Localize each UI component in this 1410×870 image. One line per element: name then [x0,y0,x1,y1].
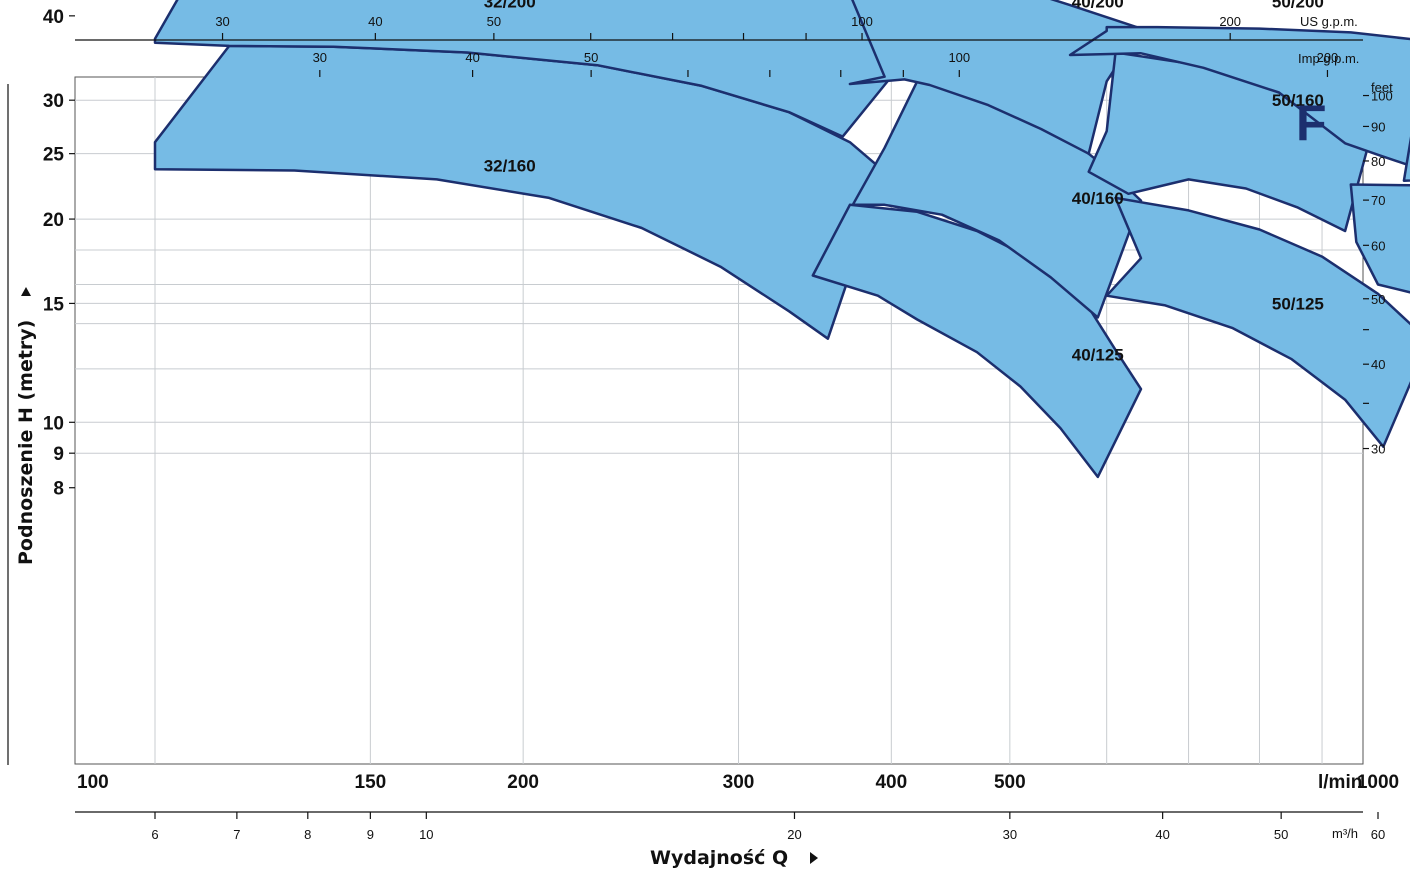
pump-label-32-200: 32/200 [484,0,536,12]
pump-label-50-160: 50/160 [1272,91,1324,110]
y-tick-label-m: 20 [43,210,64,231]
y-tick-label-m: 25 [43,145,65,166]
x-tick-label-m3h: 60 [1371,827,1385,842]
pump-region-50-200 [1068,25,1410,167]
axes: 1001502003004005001000150020003000400050… [7,7,1399,842]
y-axis-title: Podnoszenie H (metry) [15,320,37,565]
y-tick-label-feet: 30 [1371,442,1385,457]
pump-region-50-125 [1105,196,1410,448]
pump-label-32-160: 32/160 [484,157,536,176]
x-unit-lmin: l/min [1318,772,1362,793]
x-tick-label-lmin: 500 [994,772,1026,793]
x-tick-label-m3h: 7 [233,827,240,842]
x-tick-label-m3h: 40 [1155,827,1169,842]
x-tick-label-lmin: 200 [507,772,539,793]
pump-region-65-160 [1402,136,1410,182]
x-tick-label-m3h: 9 [367,827,374,842]
pump-regions [153,0,1410,479]
x-tick-label-imp: 30 [313,50,327,65]
pump-label-40-125: 40/125 [1072,346,1124,365]
x-unit-us-gpm: US g.p.m. [1300,14,1358,29]
pump-label-40-160: 40/160 [1072,189,1124,208]
x-tick-label-m3h: 10 [419,827,433,842]
x-tick-label-imp: 40 [465,50,479,65]
x-tick-label-us: 40 [368,14,382,29]
y-unit-feet: feet [1371,80,1393,95]
x-tick-label-us: 100 [851,14,873,29]
y-tick-label-feet: 50 [1371,292,1385,307]
pump-region-40-200 [848,0,1143,155]
x-tick-label-m3h: 50 [1274,827,1288,842]
x-tick-label-us: 30 [215,14,229,29]
x-tick-label-lmin: 100 [77,772,109,793]
y-tick-label-m: 15 [43,294,65,315]
x-axis-title: Wydajność Q [650,847,788,869]
x-axis-arrow-icon [810,852,818,864]
y-tick-label-m: 40 [43,7,64,28]
x-tick-label-m3h: 20 [787,827,801,842]
y-tick-label-m: 9 [53,444,64,465]
y-axis-arrow-icon [21,287,31,296]
x-unit-imp-gpm: Imp g.p.m. [1298,51,1359,66]
y-tick-label-feet: 90 [1371,119,1385,134]
pump-labels: 32/16032/20032/25040/12540/16040/20040/2… [484,0,1324,365]
pump-label-50-200: 50/200 [1272,0,1324,12]
x-tick-label-m3h: 6 [151,827,158,842]
x-tick-label-lmin: 300 [723,772,755,793]
x-tick-label-imp: 50 [584,50,598,65]
x-tick-label-lmin: 150 [355,772,387,793]
y-tick-label-m: 8 [53,479,64,500]
x-tick-label-us: 50 [487,14,501,29]
y-tick-label-m: 10 [43,413,64,434]
x-tick-label-m3h: 30 [1003,827,1017,842]
series-letter: F [1296,95,1327,151]
pump-label-50-125: 50/125 [1272,294,1324,313]
x-tick-label-lmin: 400 [875,772,907,793]
x-tick-label-m3h: 8 [304,827,311,842]
pump-label-40-200: 40/200 [1072,0,1124,12]
x-tick-label-imp: 200 [1317,50,1339,65]
x-tick-label-us: 200 [1219,14,1241,29]
x-unit-m3h: m³/h [1332,826,1358,841]
y-tick-label-feet: 100 [1371,89,1393,104]
pump-region-40-125 [811,203,1143,479]
x-tick-label-lmin: 1000 [1357,772,1399,793]
y-tick-label-feet: 60 [1371,238,1385,253]
x-tick-label-imp: 100 [948,50,970,65]
pump-region-65-125 [1349,183,1410,294]
y-tick-label-feet: 40 [1371,357,1385,372]
y-tick-label-m: 30 [43,91,64,112]
y-tick-label-feet: 80 [1371,154,1385,169]
y-tick-label-feet: 70 [1371,193,1385,208]
